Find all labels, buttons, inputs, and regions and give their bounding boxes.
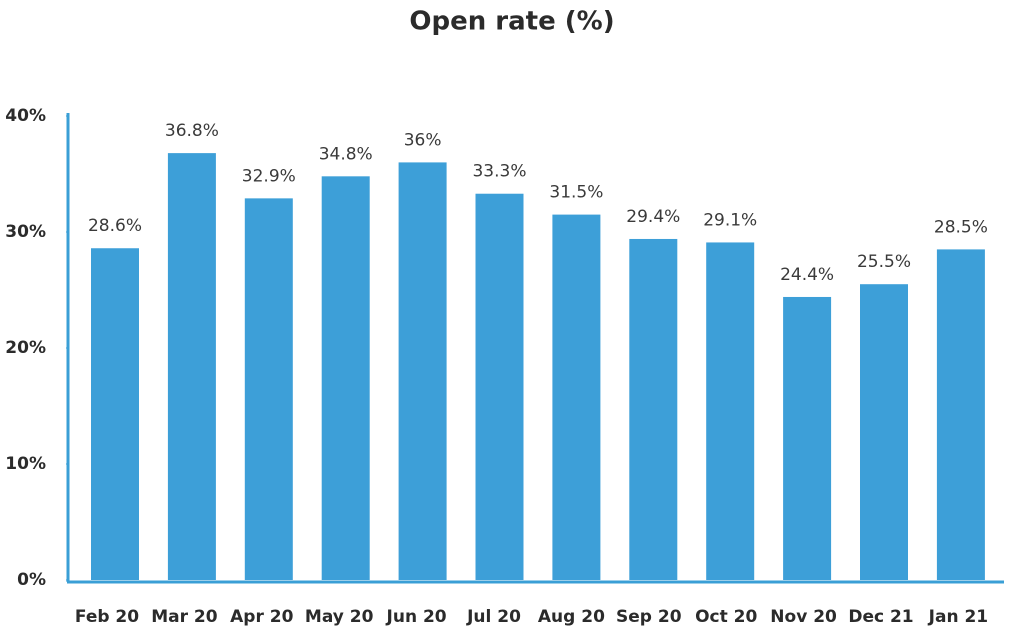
data-label: 24.4% bbox=[780, 265, 834, 285]
chart-title: Open rate (%) bbox=[409, 7, 614, 37]
bar bbox=[167, 153, 216, 580]
data-label: 25.5% bbox=[857, 252, 911, 272]
bar bbox=[91, 248, 139, 581]
bar bbox=[321, 176, 370, 580]
bar bbox=[398, 162, 447, 580]
bar bbox=[936, 249, 985, 580]
x-tick-label: Jul 20 bbox=[466, 607, 521, 627]
data-label: 36% bbox=[404, 130, 442, 150]
bar bbox=[629, 238, 678, 580]
bar bbox=[706, 242, 755, 580]
y-tick-label: 30% bbox=[5, 222, 46, 242]
data-label: 32.9% bbox=[242, 166, 296, 186]
bar bbox=[552, 214, 601, 580]
x-tick-label: Nov 20 bbox=[770, 607, 837, 627]
y-tick-label: 10% bbox=[5, 454, 46, 474]
bar bbox=[244, 198, 293, 581]
data-label: 28.6% bbox=[88, 216, 142, 236]
x-tick-label: Mar 20 bbox=[151, 607, 218, 627]
x-tick-label: Feb 20 bbox=[75, 607, 139, 627]
bar bbox=[783, 296, 832, 580]
x-tick-label: Dec 21 bbox=[848, 607, 913, 627]
y-tick-label: 20% bbox=[5, 338, 46, 358]
data-label: 34.8% bbox=[319, 144, 373, 164]
x-tick-label: Jun 20 bbox=[386, 607, 447, 627]
data-label: 31.5% bbox=[549, 183, 603, 203]
data-label: 29.1% bbox=[703, 210, 757, 230]
x-tick-label: Jan 21 bbox=[928, 607, 988, 627]
data-label: 33.3% bbox=[472, 162, 526, 182]
data-label: 28.5% bbox=[934, 217, 988, 237]
y-tick-label: 0% bbox=[17, 570, 46, 590]
data-label: 29.4% bbox=[626, 207, 680, 227]
x-tick-label: Apr 20 bbox=[230, 607, 293, 627]
x-tick-label: Sep 20 bbox=[616, 607, 682, 627]
data-label: 36.8% bbox=[165, 121, 219, 141]
bar bbox=[860, 284, 908, 580]
x-tick-label: Aug 20 bbox=[538, 607, 605, 627]
bar bbox=[475, 193, 524, 580]
x-tick-label: Oct 20 bbox=[695, 607, 757, 627]
x-tick-label: May 20 bbox=[305, 607, 374, 627]
y-tick-label: 40% bbox=[5, 106, 46, 126]
